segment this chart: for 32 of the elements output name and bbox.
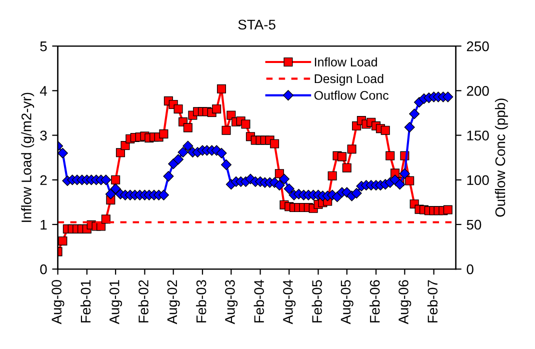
legend-label: Inflow Load <box>314 57 377 66</box>
x-tick-label: Feb-06 <box>370 280 380 322</box>
x-tick-label: Feb-01 <box>80 280 91 322</box>
y2-tick-label: 50 <box>466 220 482 230</box>
x-tick-label: Feb-05 <box>312 280 322 322</box>
x-tick-label: Feb-04 <box>254 280 264 322</box>
y2-tick-label: 200 <box>466 86 489 96</box>
y2-axis-title: Outflow Conc (ppb) <box>494 98 508 217</box>
y-tick-label: 1 <box>40 220 47 230</box>
x-tick-label: Feb-02 <box>138 280 148 322</box>
x-tick-label: Aug-05 <box>340 280 354 324</box>
y2-tick-label: 100 <box>467 175 489 186</box>
legend-label: Outflow Conc <box>314 90 389 100</box>
x-tick-label: Feb-07 <box>427 280 438 322</box>
y-tick-label: 2 <box>40 175 47 185</box>
x-tick-label: Aug-00 <box>52 280 64 324</box>
x-tick-label: Aug-02 <box>167 280 180 324</box>
y-tick-label: 4 <box>40 86 47 96</box>
y2-tick-label: 250 <box>466 41 489 52</box>
legend-label: Design Load <box>314 74 384 86</box>
x-tick-label: Aug-06 <box>398 280 412 324</box>
y-tick-label: 5 <box>40 42 47 52</box>
y-tick-label: 3 <box>40 130 47 140</box>
x-tick-label: Aug-01 <box>109 280 122 324</box>
x-tick-label: Feb-03 <box>196 280 206 322</box>
x-tick-label: Aug-04 <box>282 280 296 324</box>
y2-tick-label: 0 <box>466 264 474 274</box>
chart-title: STA-5 <box>238 20 276 30</box>
y-tick-label: 0 <box>40 264 47 274</box>
y2-tick-label: 150 <box>467 130 489 140</box>
y-axis-title: Inflow Load (g/m2-yr) <box>21 92 34 222</box>
x-tick-label: Aug-03 <box>225 280 238 324</box>
